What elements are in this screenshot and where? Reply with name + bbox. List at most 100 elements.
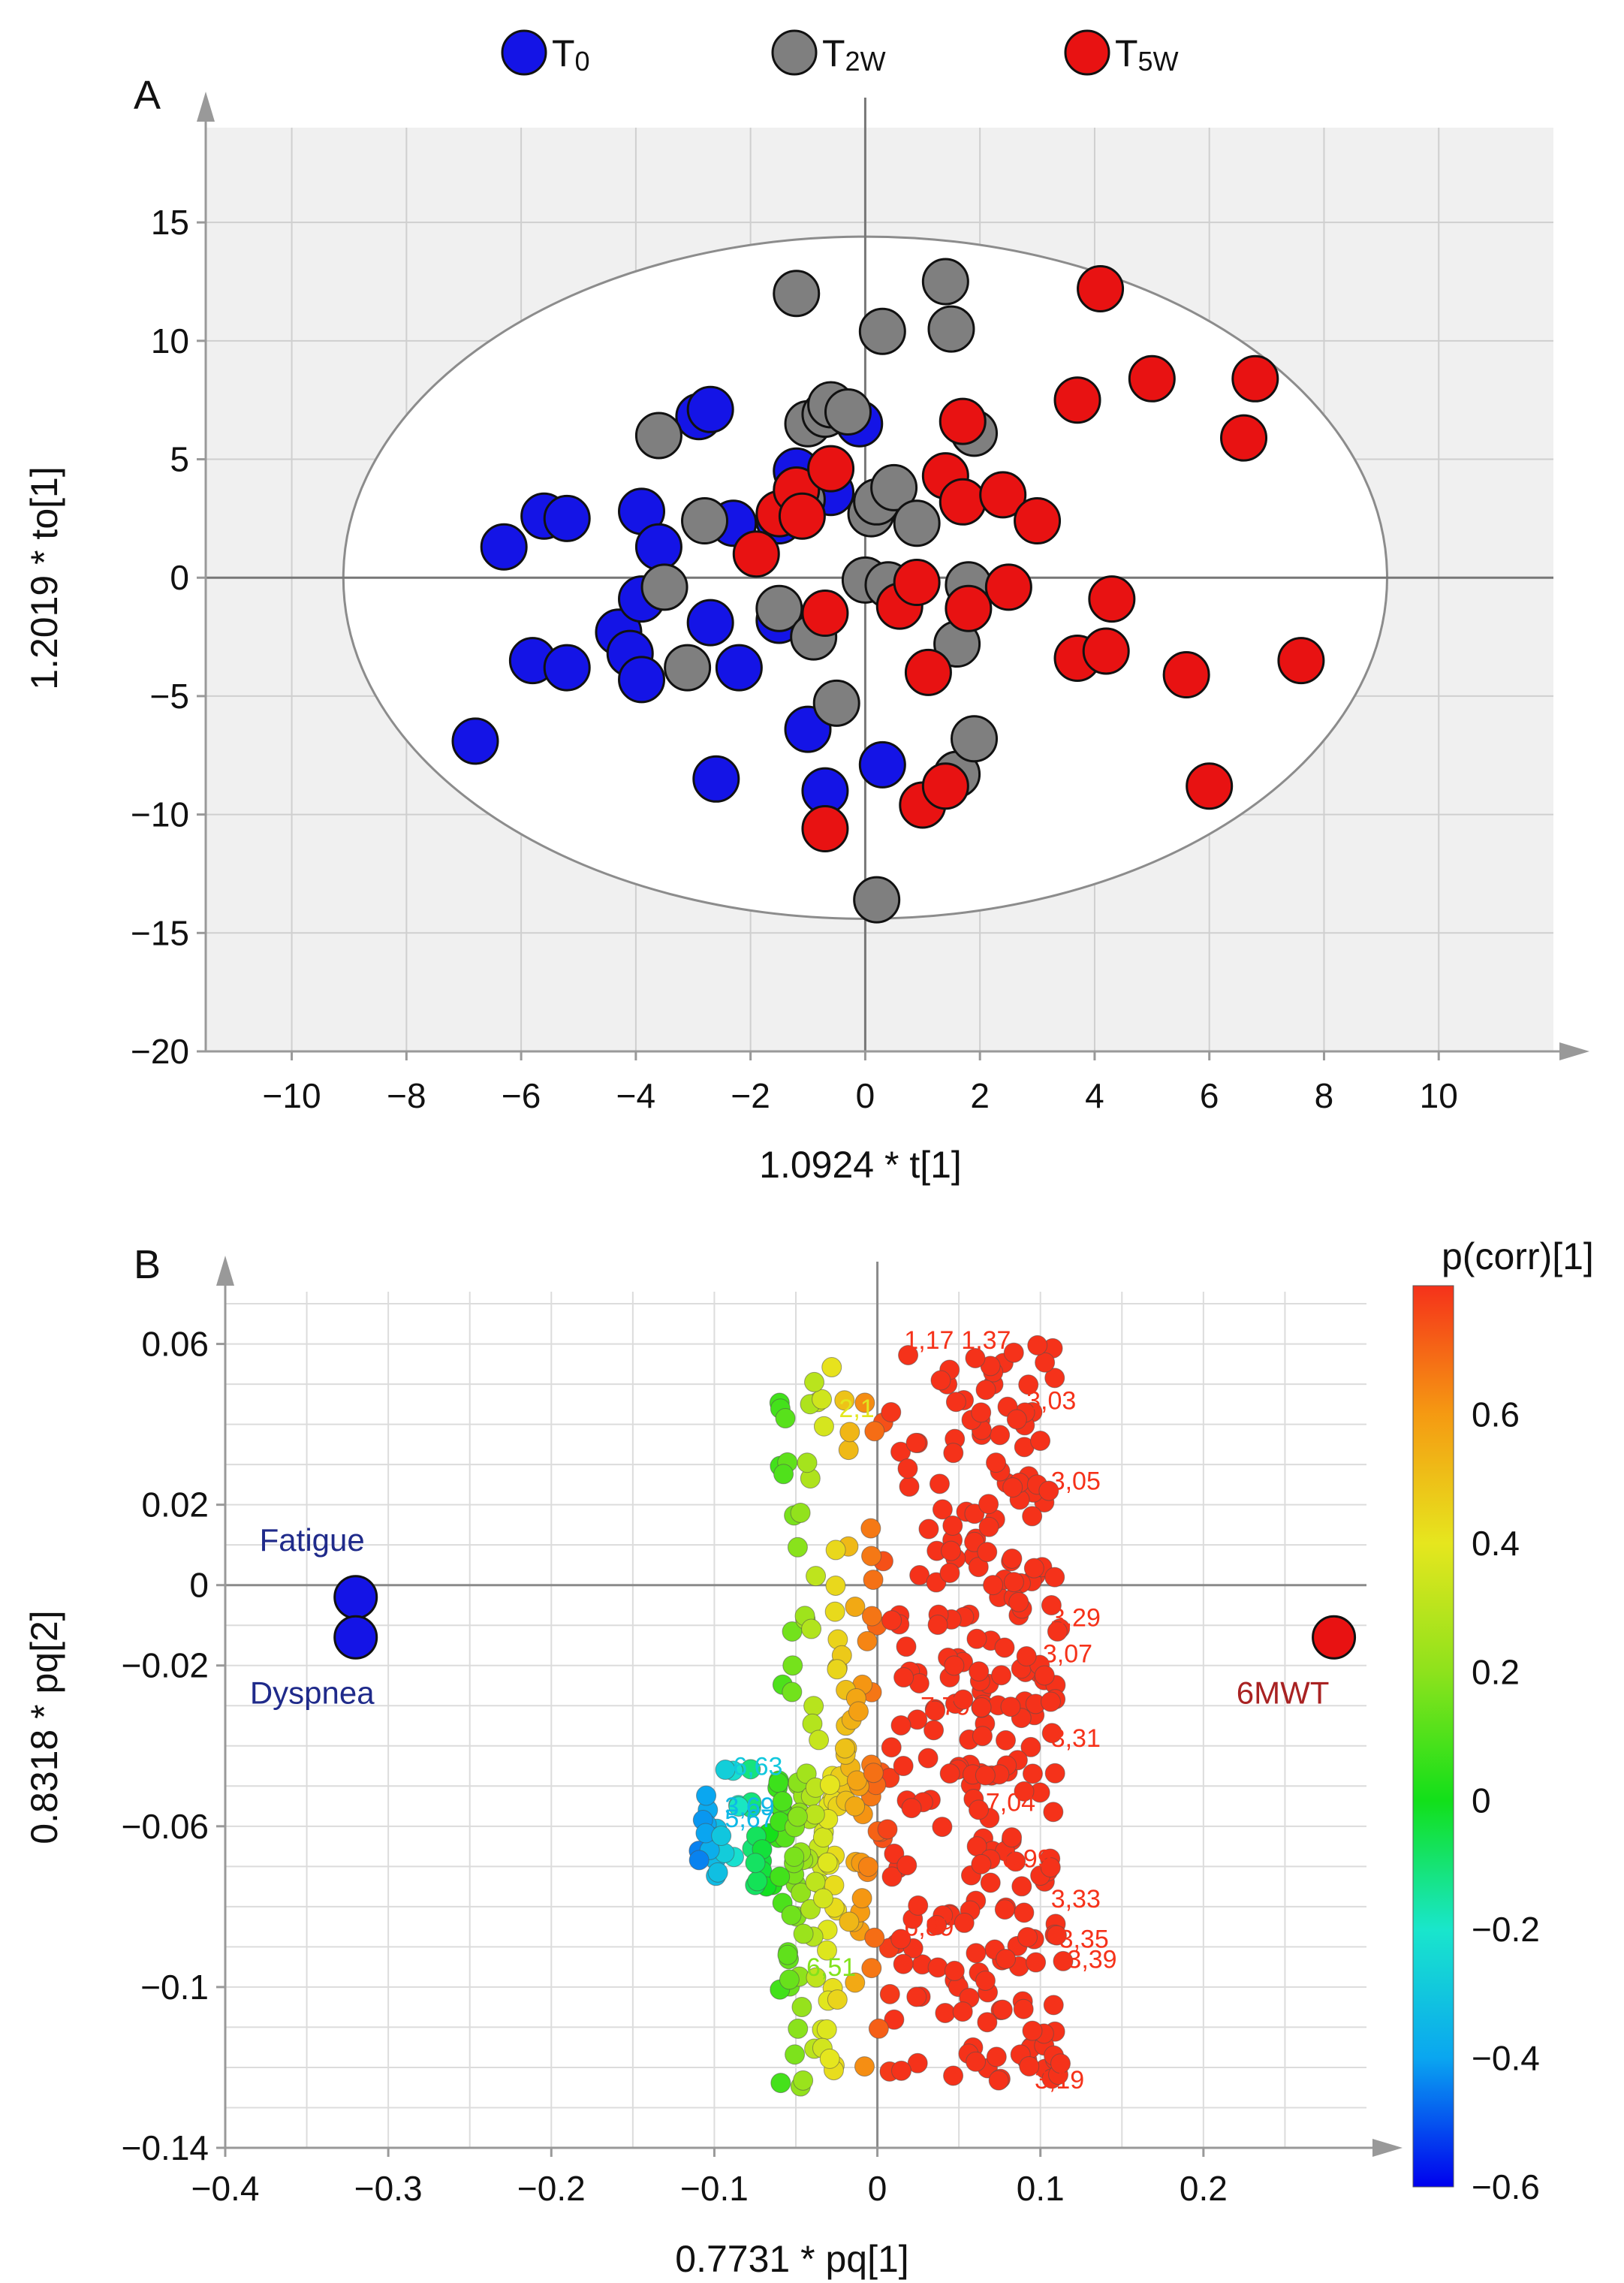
loading-point: [881, 1737, 902, 1758]
score-y-tick-label: 5: [170, 440, 189, 479]
legend-sub-t2w: 2W: [845, 46, 886, 77]
loading-x-tick-labels: −0.4 −0.3 −0.2 −0.1 0 0.1 0.2: [191, 2169, 1228, 2208]
loading-point: [1008, 1591, 1029, 1612]
score-y-tick-label: −5: [150, 677, 189, 716]
loading-point: [898, 1344, 919, 1365]
loading-point: [845, 1597, 866, 1618]
score-point-t5w: [939, 478, 987, 526]
score-point-t0: [686, 599, 734, 647]
loading-point: [975, 1765, 996, 1786]
loading-point: [879, 1983, 900, 2004]
legend-marker-t2w: [771, 29, 818, 76]
loading-point-label: 3,69: [725, 1793, 774, 1821]
loading-point-label: 3,33: [1051, 1885, 1101, 1914]
loading-x-tick-label: 0.1: [1017, 2169, 1065, 2208]
loading-point: [851, 1888, 872, 1909]
loading-point: [812, 1888, 833, 1909]
colorbar-tick-label: −0.6: [1472, 2167, 1540, 2206]
score-y-tick-label: 10: [151, 321, 189, 360]
score-point-t5w: [1077, 264, 1125, 312]
score-point-t5w: [1128, 354, 1176, 403]
score-x-tick-label: −4: [616, 1076, 655, 1115]
score-point-t2w: [870, 463, 918, 511]
score-y-tick-labels: −20 −15 −10 −5 0 5 10 15: [131, 203, 189, 1071]
loading-point: [797, 1452, 818, 1473]
score-point-t5w: [1277, 637, 1325, 685]
loading-point: [782, 1681, 803, 1702]
score-x-tick-label: 2: [970, 1076, 990, 1115]
loading-point: [861, 1606, 882, 1627]
loading-point: [969, 1799, 990, 1820]
loading-point-labels: 1,17 1,37 3,03 3,05 3,31 3,33 3,353,39 3,29 3,07…: [725, 1326, 1116, 2095]
panel-label-b: B: [134, 1242, 161, 1287]
loading-point-label: 3,39: [1067, 1945, 1116, 1974]
score-point-t5w: [1186, 762, 1234, 810]
loading-point: [1034, 1665, 1055, 1686]
loading-point: [932, 1499, 953, 1520]
loading-point: [827, 1659, 848, 1680]
loading-y-tick-label: −0.02: [122, 1646, 209, 1685]
legend-marker-t0: [501, 29, 547, 76]
loading-point-label: 6,63: [733, 1753, 782, 1781]
colorbar-tick-label: 0.4: [1472, 1524, 1520, 1563]
loading-point: [1022, 1763, 1043, 1784]
loading-point: [782, 1655, 803, 1676]
loading-point: [1050, 2053, 1071, 2074]
loading-y-arrow: [216, 1256, 234, 1286]
loading-point: [966, 2051, 987, 2072]
loading-point: [945, 1392, 966, 1413]
loading-point: [728, 1796, 749, 1817]
score-point-t2w: [853, 876, 901, 924]
score-point-t5w: [979, 471, 1027, 519]
loading-point-label: 3,29: [1051, 1604, 1101, 1633]
loading-point: [986, 2046, 1007, 2067]
loading-point: [770, 1866, 791, 1887]
loading-point: [953, 1689, 974, 1710]
loading-point: [1026, 1952, 1047, 1973]
loading-x-axis-label: 0.7731 * pq[1]: [675, 2238, 908, 2280]
loading-point: [1046, 1925, 1067, 1946]
loading-point-label: 7,79: [920, 1692, 970, 1721]
loading-point: [1018, 1374, 1039, 1395]
loading-point-label: 3,19: [1035, 2066, 1084, 2095]
loading-point: [972, 1726, 993, 1747]
score-point-t2w: [927, 305, 975, 353]
loading-point: [1053, 1950, 1074, 1971]
loading-point: [896, 1636, 917, 1657]
score-point-t0: [858, 740, 906, 789]
score-x-tick-label: 0: [856, 1076, 875, 1115]
loading-point: [819, 1775, 840, 1796]
colorbar-gradient: [1412, 1285, 1454, 2188]
loading-point: [711, 1826, 732, 1847]
loading-point: [864, 1421, 885, 1442]
loading-point-label: 3,07: [1043, 1640, 1092, 1669]
loading-point: [772, 1791, 793, 1812]
score-point-t2w: [634, 412, 682, 460]
loading-point: [980, 1872, 1001, 1893]
loading-point: [816, 1940, 837, 1961]
score-y-tick-label: 0: [170, 558, 189, 597]
loading-point: [926, 1915, 948, 1936]
loading-point: [992, 1999, 1013, 2020]
score-point-t5w: [1088, 575, 1136, 623]
loading-point: [952, 2001, 973, 2022]
score-x-tick-label: −2: [731, 1076, 770, 1115]
legend-sub-t5w: 5W: [1138, 46, 1179, 77]
loading-point: [942, 1515, 963, 1536]
loading-point: [977, 2012, 998, 2033]
loading-x-tick-label: −0.1: [680, 2169, 749, 2208]
loading-point: [1014, 1781, 1035, 1802]
score-point-t5w: [893, 559, 941, 607]
score-point-t5w: [939, 397, 987, 445]
score-x-tick-labels: −10 −8 −6 −4 −2 0 2 4 6 8 10: [263, 1076, 1458, 1115]
loading-point: [1047, 1621, 1068, 1642]
score-point-t5w: [732, 530, 780, 578]
loading-point: [784, 1846, 805, 1867]
legend-label-t5w: T: [1115, 32, 1138, 74]
loading-point-label: 3,03: [1026, 1387, 1076, 1416]
score-y-tick-label: 15: [151, 203, 189, 242]
loading-point: [975, 1380, 996, 1401]
score-point-t5w: [801, 590, 849, 638]
loading-point: [939, 1562, 960, 1583]
